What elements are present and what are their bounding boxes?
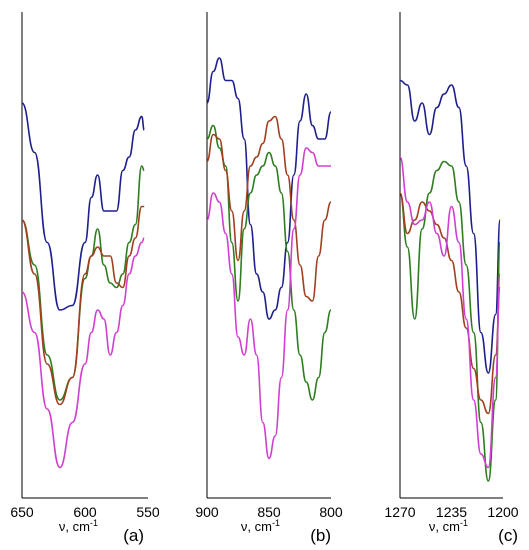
series-line-3	[21, 205, 145, 406]
series-line-1	[21, 102, 145, 311]
panel-b: 900 850 800 ν, cm-1 (b)	[195, 12, 343, 545]
x-axis-title: ν, cm-1	[59, 518, 98, 534]
series-line-4	[206, 147, 331, 460]
x-tick-label: 1270	[384, 504, 415, 520]
panel-label: (c)	[498, 526, 518, 545]
x-tick-label: 800	[319, 504, 343, 520]
x-tick-label: 550	[136, 504, 160, 520]
series-line-3	[206, 115, 332, 302]
series-line-4	[399, 156, 501, 469]
panel-label: (a)	[123, 526, 144, 545]
x-axis-title: ν, cm-1	[241, 518, 280, 534]
series-line-2	[206, 124, 332, 401]
panel-c: 1270 1235 1200 ν, cm-1 (c)	[384, 12, 519, 545]
series-line-1	[399, 79, 501, 374]
x-tick-label: 900	[195, 504, 219, 520]
x-axis-title: ν, cm-1	[429, 518, 468, 534]
panel-a: 650 600 550 ν, cm-1 (a)	[10, 12, 160, 545]
x-tick-label: 1235	[436, 504, 467, 520]
x-tick-label: 600	[73, 504, 97, 520]
series-line-2	[399, 160, 501, 482]
panel-label: (b)	[310, 526, 331, 545]
x-tick-label: 650	[10, 504, 34, 520]
series-line-3	[399, 192, 501, 415]
x-tick-label: 850	[257, 504, 281, 520]
x-tick-label: 1200	[487, 504, 518, 520]
series-line-1	[206, 57, 332, 320]
series-line-4	[21, 237, 145, 469]
series-line-2	[21, 165, 145, 401]
